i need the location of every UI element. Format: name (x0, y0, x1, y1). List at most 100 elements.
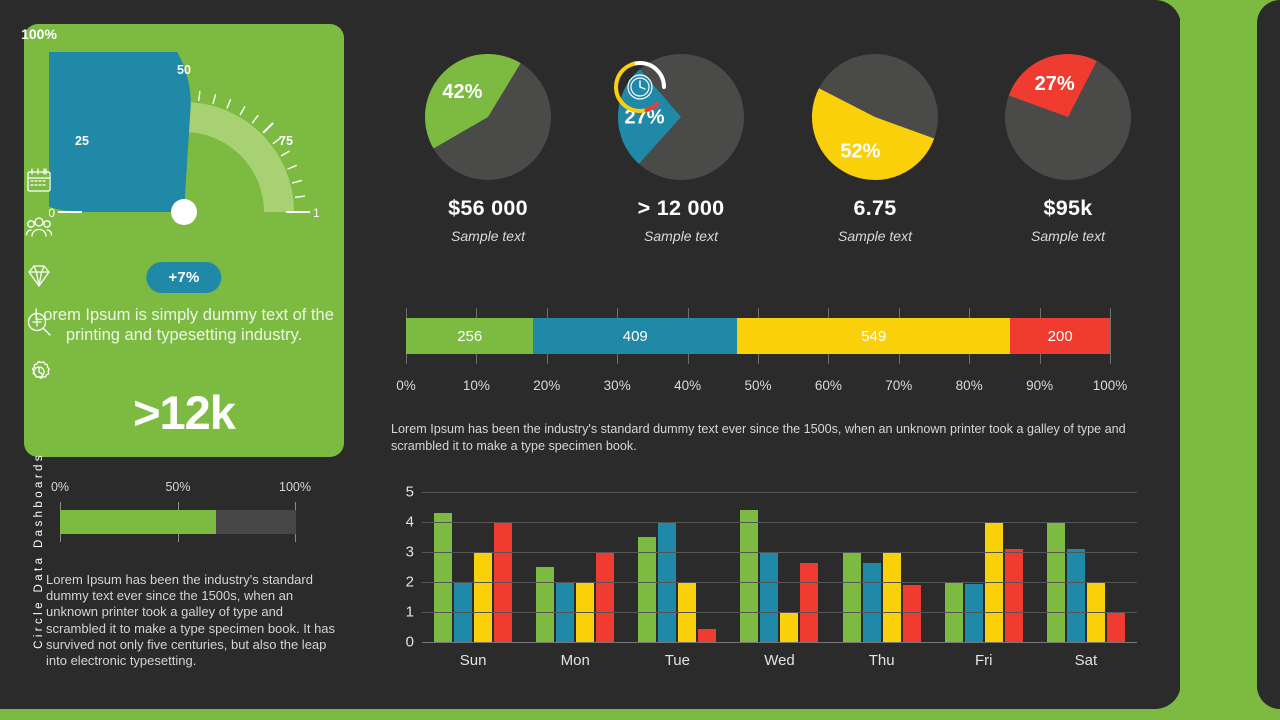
users-icon[interactable] (0, 204, 78, 252)
chart-gridline (422, 492, 1137, 493)
left-progress-fill (60, 510, 216, 534)
diamond-icon[interactable] (0, 252, 78, 300)
chart-bar-group (831, 492, 933, 642)
right-edge-dark-strip (1257, 0, 1280, 709)
stacked-bar-axis: 0% 10% 20% 30% 40% 50% 60% 70% 80% 90% 100% (396, 378, 1127, 398)
calendar-icon-glyph (27, 168, 51, 192)
stacked-axis-label: 70% (885, 378, 913, 393)
right-rail (1180, 0, 1258, 706)
stacked-bar-segment[interactable]: 256 (406, 318, 534, 354)
gauge-tick (251, 114, 259, 124)
pie-svg: 27% (1005, 54, 1131, 180)
chart-bar[interactable] (760, 552, 779, 642)
stacked-bar-segment[interactable]: 549 (737, 318, 1011, 354)
chart-bar[interactable] (1106, 612, 1125, 642)
rail-gauge-yellow-arc (614, 61, 666, 113)
chart-bar[interactable] (698, 628, 717, 642)
gauge-card: 0 100 25 50 75 +7% Lorem Ipsum is simply… (0, 0, 344, 457)
rail-circular-gauge (611, 58, 669, 121)
gauge-label-75: 75 (279, 134, 293, 148)
chart-gridline (422, 552, 1137, 553)
gauge-tick (197, 90, 201, 102)
zoom-in-icon-glyph (27, 312, 51, 336)
chart-y-tick-label: 2 (405, 573, 414, 591)
gauge-chart: 0 100 25 50 75 (0, 0, 333, 237)
rail-vertical-title: Circle Data Dashboards (0, 452, 78, 692)
gauge-label-50: 50 (177, 63, 191, 77)
gauge-tick (292, 179, 303, 184)
stacked-axis-tick (1110, 308, 1111, 364)
pie-value: > 12 000 (637, 196, 725, 220)
stacked-axis-label: 30% (603, 378, 631, 393)
calendar-icon[interactable] (0, 156, 78, 204)
pie-card: 42% $56 000 Sample text (393, 52, 583, 244)
gauge-svg: 0 100 25 50 75 (0, 0, 333, 225)
chart-x-tick-label: Thu (868, 652, 895, 669)
chart-y-tick-label: 0 (405, 633, 414, 651)
chart-bar[interactable] (434, 513, 453, 642)
clock-icon (627, 74, 653, 100)
chart-bar[interactable] (740, 510, 759, 642)
chart-bar[interactable] (780, 612, 799, 642)
pie-value-slice (424, 53, 521, 149)
weekly-bar-chart: 5 4 3 2 1 0 Sun Mon Tue Wed Thu Fri Sat (392, 484, 1137, 677)
chart-gridline (422, 582, 1137, 583)
chart-x-tick-label: Sat (1074, 652, 1098, 669)
gauge-card-description: Lorem Ipsum is simply dummy text of the … (34, 306, 334, 344)
chart-bar[interactable] (902, 585, 921, 642)
pie-card: 52% 6.75 Sample text (780, 52, 970, 244)
chart-gridline (422, 612, 1137, 613)
stacked-bar-segment[interactable]: 409 (533, 318, 738, 354)
left-progress-axis: 0% 50% 100% (46, 480, 342, 500)
pie-percent-label: 27% (1035, 73, 1075, 95)
chart-bar[interactable] (862, 562, 881, 642)
stacked-axis-label: 50% (744, 378, 772, 393)
users-icon-glyph (25, 217, 53, 237)
gauge-hub (171, 199, 197, 225)
pie-subtitle: Sample text (644, 228, 718, 244)
chart-bar[interactable] (1004, 549, 1023, 642)
stacked-axis-label: 60% (814, 378, 842, 393)
zoom-in-icon[interactable] (0, 300, 78, 348)
chart-y-tick-label: 4 (405, 513, 414, 531)
pie-percent-label: 42% (442, 81, 482, 103)
chart-y-axis: 5 4 3 2 1 0 (392, 483, 414, 651)
chart-plot-area (422, 492, 1137, 643)
stacked-axis-label: 90% (1026, 378, 1054, 393)
stacked-axis-label: 0% (396, 378, 416, 393)
rail-vertical-title-text: Circle Data Dashboards (33, 452, 45, 649)
stacked-axis-label: 100% (1092, 378, 1128, 393)
pie-value: $56 000 (448, 196, 528, 220)
chart-x-tick-label: Mon (560, 652, 590, 669)
chart-bar[interactable] (596, 552, 615, 642)
chart-bar[interactable] (474, 552, 493, 642)
chart-bar[interactable] (638, 537, 657, 642)
stacked-bar: 256 409 549 200 (406, 318, 1110, 354)
left-progress-track[interactable] (60, 510, 296, 534)
chart-x-tick-label: Tue (664, 652, 690, 669)
gauge-tick (239, 105, 246, 116)
stacked-axis-label: 40% (674, 378, 702, 393)
chart-bar[interactable] (536, 567, 555, 642)
chart-x-tick-label: Fri (975, 652, 993, 669)
chart-x-axis: Sun Mon Tue Wed Thu Fri Sat (422, 652, 1137, 669)
left-progress-text: Lorem Ipsum has been the industry's stan… (46, 572, 336, 669)
gauge-tick (287, 164, 297, 170)
chart-bar-group (626, 492, 728, 642)
chart-bar[interactable] (882, 552, 901, 642)
pie-percent-label: 52% (840, 141, 880, 163)
rail-gauge-svg (614, 61, 666, 113)
gauge-label-25: 25 (75, 134, 89, 148)
chart-bar[interactable] (800, 562, 819, 642)
chart-bar[interactable] (842, 552, 861, 642)
pie-value: 6.75 (853, 196, 897, 220)
chart-bar[interactable] (1066, 549, 1085, 642)
stacked-axis-label: 80% (955, 378, 983, 393)
stacked-bar-segment[interactable]: 200 (1010, 318, 1110, 354)
pie-subtitle: Sample text (451, 228, 525, 244)
gauge-tick (280, 150, 291, 157)
rail-gauge-white-arc (614, 61, 666, 113)
gear-icon[interactable] (0, 348, 78, 396)
chart-bar-group (1035, 492, 1137, 642)
chart-bar-group (728, 492, 830, 642)
